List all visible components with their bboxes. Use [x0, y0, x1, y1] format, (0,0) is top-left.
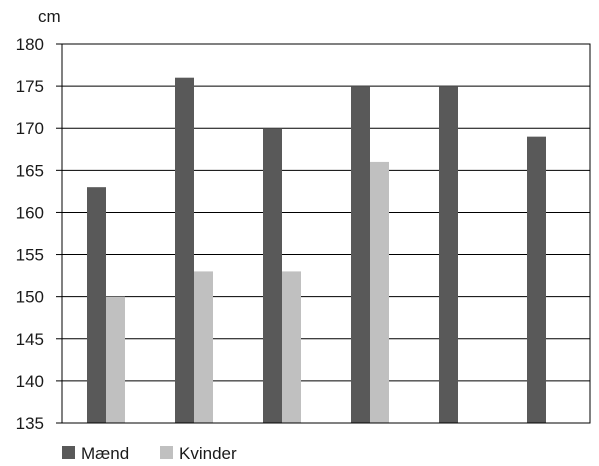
y-tick-label: 155: [16, 246, 44, 265]
y-tick-label: 180: [16, 35, 44, 54]
bar-maend-5: [439, 86, 458, 423]
y-tick-label: 150: [16, 288, 44, 307]
legend-swatch-kvinder: [160, 446, 173, 459]
bar-maend-2: [175, 77, 194, 423]
plot-frame: [61, 43, 591, 424]
bar-kvinder-4: [370, 161, 389, 423]
y-tick-label: 135: [16, 414, 44, 433]
legend-swatch-maend: [62, 446, 75, 459]
bar-maend-3: [263, 128, 282, 423]
y-tick-label: 170: [16, 119, 44, 138]
y-tick-label: 165: [16, 161, 44, 180]
y-tick-label: 160: [16, 203, 44, 222]
bars: [87, 77, 546, 423]
grid-lines: [62, 43, 590, 382]
legend: Mænd Kvinder: [62, 444, 237, 463]
bar-maend-4: [351, 86, 370, 423]
y-tick-label: 145: [16, 330, 44, 349]
y-axis-unit-label: cm: [38, 7, 61, 26]
y-tick-label: 175: [16, 77, 44, 96]
y-axis-ticks: 135 140 145 150 155 160 165 170 175 180: [16, 35, 62, 433]
plot-border: [61, 43, 591, 424]
legend-label-kvinder: Kvinder: [179, 444, 237, 463]
bar-maend-1: [87, 187, 106, 423]
bar-kvinder-1: [106, 296, 125, 423]
legend-label-maend: Mænd: [81, 444, 129, 463]
y-tick-label: 140: [16, 372, 44, 391]
bar-maend-6: [527, 136, 546, 423]
bar-kvinder-2: [194, 271, 213, 423]
bar-kvinder-3: [282, 271, 301, 423]
